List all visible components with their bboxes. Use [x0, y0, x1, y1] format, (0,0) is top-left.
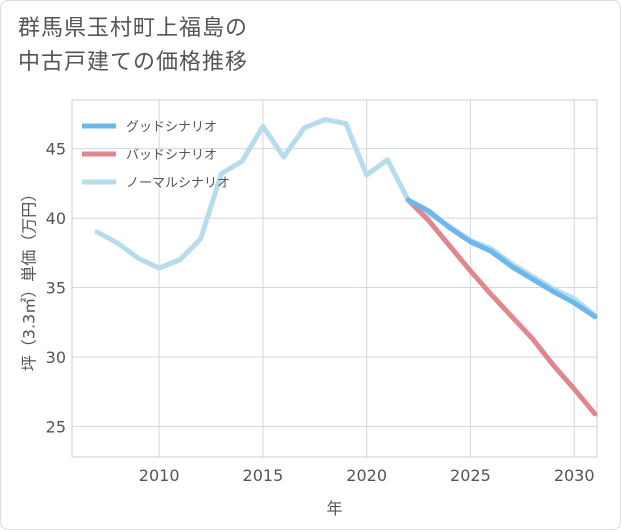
- y-tick-label: 30: [46, 348, 66, 367]
- y-tick-label: 40: [46, 209, 66, 228]
- y-tick-label: 45: [46, 140, 66, 159]
- legend-label: グッドシナリオ: [126, 120, 217, 135]
- legend-label: バッドシナリオ: [126, 148, 217, 163]
- x-tick-label: 2015: [243, 466, 284, 485]
- legend-label: ノーマルシナリオ: [126, 176, 230, 191]
- grid-lines: [72, 100, 597, 457]
- y-tick-label: 25: [46, 417, 66, 436]
- series-layer: [94, 116, 598, 417]
- x-axis-title: 年: [326, 499, 342, 518]
- tick-labels: 2010 2015 2020 2025 2030 25 30 35 40 45: [46, 140, 595, 485]
- chart-title-line-2: 中古戸建ての価格推移: [18, 50, 249, 75]
- x-tick-label: 2010: [139, 466, 180, 485]
- chart-title-line-1: 群馬県玉村町上福島の: [18, 16, 249, 41]
- y-axis-title: 坪（3.3㎡）単価（万円）: [20, 186, 39, 371]
- series-line-good: [405, 197, 598, 320]
- x-tick-label: 2030: [554, 466, 595, 485]
- y-tick-label: 35: [46, 279, 66, 298]
- chart-title: 群馬県玉村町上福島の 中古戸建ての価格推移: [18, 12, 248, 80]
- x-tick-label: 2025: [450, 466, 491, 485]
- series-line-bad: [405, 197, 598, 417]
- x-tick-label: 2020: [346, 466, 387, 485]
